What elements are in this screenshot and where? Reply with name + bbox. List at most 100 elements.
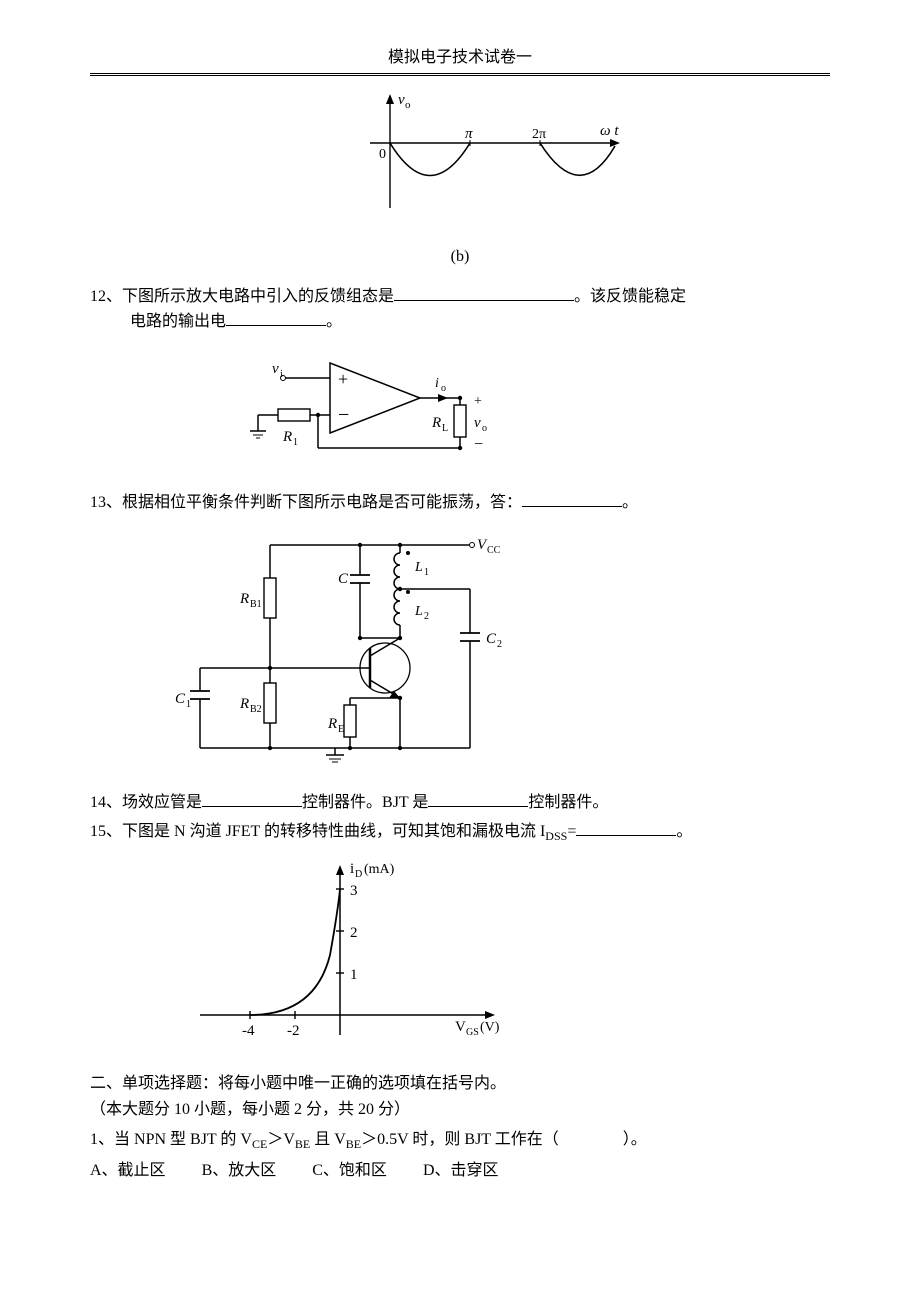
q12-blank1 [394, 285, 574, 301]
svg-text:1: 1 [424, 567, 429, 578]
svg-text:R: R [431, 415, 441, 431]
svg-text:R: R [327, 716, 337, 732]
svg-text:B1: B1 [250, 599, 262, 610]
svg-text:1: 1 [186, 699, 191, 710]
svg-text:CC: CC [487, 545, 501, 556]
svg-text:2π: 2π [532, 127, 546, 142]
section-2-sub: （本大题分 10 小题，每小题 2 分，共 20 分） [90, 1097, 830, 1123]
svg-text:o: o [441, 383, 446, 394]
q12-num: 12、 [90, 288, 122, 305]
s2q1-t3: 且 V [310, 1131, 346, 1148]
svg-text:R: R [239, 591, 249, 607]
question-14: 14、场效应管是 控制器件。BJT 是 控制器件。 [90, 790, 830, 816]
svg-text:C: C [486, 631, 497, 647]
choice-D: D、击穿区 [423, 1158, 499, 1184]
question-15: 15、下图是 N 沟道 JFET 的转移特性曲线，可知其饱和漏极电流 IDSS=… [90, 819, 830, 846]
figure-b-waveform: v o 0 π 2π ω t [90, 88, 830, 237]
svg-text:R: R [282, 429, 292, 445]
svg-text:R: R [239, 696, 249, 712]
page-header: 模拟电子技术试卷一 [90, 45, 830, 76]
svg-text:C: C [175, 691, 186, 707]
header-title: 模拟电子技术试卷一 [90, 45, 830, 73]
s2q1-choices: A、截止区 B、放大区 C、饱和区 D、击穿区 [90, 1158, 830, 1184]
svg-text:v: v [272, 361, 279, 377]
figure-b-label: (b) [90, 244, 830, 270]
oscillator-circuit-svg: V CC L 1 L 2 C C 2 [140, 523, 560, 773]
section2-question-1: 1、当 NPN 型 BJT 的 VCE＞VBE 且 VBE＞0.5V 时，则 B… [90, 1127, 830, 1154]
svg-text:2: 2 [350, 925, 358, 941]
choice-B: B、放大区 [202, 1158, 277, 1184]
svg-text:o: o [405, 99, 411, 111]
question-13: 13、根据相位平衡条件判断下图所示电路是否可能振荡，答： 。 [90, 490, 830, 516]
waveform-svg: v o 0 π 2π ω t [280, 88, 640, 228]
s2q1-s1: CE [252, 1137, 267, 1151]
svg-text:C: C [338, 571, 349, 587]
svg-text:E: E [338, 724, 344, 735]
q13-blank [522, 491, 622, 507]
svg-text:i: i [280, 369, 283, 380]
svg-text:-2: -2 [287, 1023, 300, 1039]
q12-circuit: + − v i R 1 i o R L + v o − [90, 343, 830, 482]
svg-text:V: V [455, 1019, 466, 1035]
header-rule [90, 73, 830, 76]
section-2-title: 二、单项选择题：将每小题中唯一正确的选项填在括号内。 [90, 1071, 830, 1097]
q15-t3: 。 [676, 823, 692, 840]
svg-text:3: 3 [350, 883, 358, 899]
svg-text:ω t: ω t [600, 123, 619, 139]
svg-text:GS: GS [466, 1027, 479, 1038]
svg-text:v: v [474, 415, 481, 431]
svg-text:π: π [465, 126, 473, 142]
q13-num: 13、 [90, 494, 122, 511]
s2q1-s3: BE [346, 1137, 361, 1151]
choice-A: A、截止区 [90, 1158, 166, 1184]
q15-sub: DSS [545, 830, 567, 844]
s2q1-s2: BE [295, 1137, 310, 1151]
svg-text:-4: -4 [242, 1023, 255, 1039]
question-12: 12、下图所示放大电路中引入的反馈组态是 。该反馈能稳定 电路的输出电 。 [90, 284, 830, 335]
svg-text:1: 1 [350, 967, 358, 983]
svg-text:(V): (V) [480, 1020, 500, 1035]
q14-num: 14、 [90, 794, 122, 811]
opamp-circuit-svg: + − v i R 1 i o R L + v o − [210, 343, 530, 473]
svg-text:v: v [398, 92, 405, 108]
svg-text:0: 0 [379, 147, 386, 162]
s2q1-t4: ＞0.5V 时，则 BJT 工作在（ ）。 [361, 1131, 647, 1148]
svg-text:(mA): (mA) [364, 862, 395, 877]
s2q1-num: 1、 [90, 1131, 114, 1148]
q15-chart: 1 2 3 -4 -2 i D (mA) V GS (V) [90, 855, 830, 1064]
q15-num: 15、 [90, 823, 122, 840]
section-2-header: 二、单项选择题：将每小题中唯一正确的选项填在括号内。 （本大题分 10 小题，每… [90, 1071, 830, 1122]
s2q1-t2: ＞V [267, 1131, 295, 1148]
svg-text:L: L [414, 560, 423, 575]
svg-text:B2: B2 [250, 704, 262, 715]
svg-text:o: o [482, 423, 487, 434]
choice-C: C、饱和区 [312, 1158, 387, 1184]
q13-text1: 根据相位平衡条件判断下图所示电路是否可能振荡，答： [122, 494, 522, 511]
q13-text2: 。 [622, 494, 638, 511]
q15-t1: 下图是 N 沟道 JFET 的转移特性曲线，可知其饱和漏极电流 I [122, 823, 545, 840]
q12-line2a: 电路的输出电 [130, 313, 226, 330]
s2q1-t1: 当 NPN 型 BJT 的 V [114, 1131, 252, 1148]
svg-text:2: 2 [424, 611, 429, 622]
q14-blank1 [202, 791, 302, 807]
svg-text:D: D [355, 869, 362, 880]
svg-text:−: − [474, 436, 483, 453]
q12-line2b: 。 [326, 313, 342, 330]
svg-text:L: L [442, 423, 448, 434]
q14-t1: 场效应管是 [122, 794, 202, 811]
q12-text1: 下图所示放大电路中引入的反馈组态是 [122, 288, 394, 305]
q12-text2: 。该反馈能稳定 [574, 288, 686, 305]
svg-text:+: + [474, 394, 482, 409]
q15-t2: = [567, 823, 576, 840]
svg-text:i: i [435, 376, 439, 391]
q14-t2: 控制器件。BJT 是 [302, 794, 428, 811]
svg-text:L: L [414, 604, 423, 619]
svg-text:1: 1 [293, 437, 298, 448]
q13-circuit: V CC L 1 L 2 C C 2 [90, 523, 830, 782]
svg-text:+: + [338, 369, 348, 389]
jfet-curve-svg: 1 2 3 -4 -2 i D (mA) V GS (V) [140, 855, 540, 1055]
svg-text:i: i [350, 861, 354, 877]
q15-blank [576, 820, 676, 836]
q14-t3: 控制器件。 [528, 794, 608, 811]
svg-text:−: − [338, 404, 349, 426]
